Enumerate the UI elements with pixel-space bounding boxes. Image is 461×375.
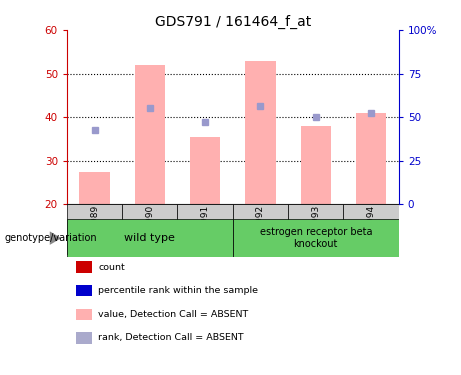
Text: count: count bbox=[98, 262, 125, 272]
Text: GSM16994: GSM16994 bbox=[366, 205, 376, 254]
Text: percentile rank within the sample: percentile rank within the sample bbox=[98, 286, 258, 295]
Bar bbox=[76, 285, 92, 296]
Polygon shape bbox=[50, 231, 61, 245]
Title: GDS791 / 161464_f_at: GDS791 / 161464_f_at bbox=[155, 15, 311, 29]
Bar bbox=[76, 332, 92, 344]
Bar bbox=[245, 60, 276, 204]
Text: GSM16989: GSM16989 bbox=[90, 205, 99, 254]
Text: GSM16993: GSM16993 bbox=[311, 205, 320, 254]
Text: wild type: wild type bbox=[124, 233, 175, 243]
Bar bbox=[233, 204, 288, 255]
Bar bbox=[288, 204, 343, 255]
Text: GSM16990: GSM16990 bbox=[145, 205, 154, 254]
Bar bbox=[135, 65, 165, 204]
Text: rank, Detection Call = ABSENT: rank, Detection Call = ABSENT bbox=[98, 333, 244, 342]
Text: GSM16991: GSM16991 bbox=[201, 205, 210, 254]
Bar bbox=[177, 204, 233, 255]
Bar bbox=[76, 309, 92, 320]
Bar bbox=[122, 204, 177, 255]
Bar bbox=[67, 219, 233, 257]
Bar bbox=[356, 113, 386, 204]
Text: genotype/variation: genotype/variation bbox=[5, 233, 97, 243]
Bar bbox=[76, 261, 92, 273]
Bar bbox=[190, 137, 220, 204]
Text: GSM16992: GSM16992 bbox=[256, 205, 265, 254]
Text: value, Detection Call = ABSENT: value, Detection Call = ABSENT bbox=[98, 310, 248, 319]
Bar bbox=[79, 172, 110, 204]
Bar bbox=[301, 126, 331, 204]
Text: estrogen receptor beta
knockout: estrogen receptor beta knockout bbox=[260, 227, 372, 249]
Bar bbox=[67, 204, 122, 255]
Bar bbox=[233, 219, 399, 257]
Bar bbox=[343, 204, 399, 255]
